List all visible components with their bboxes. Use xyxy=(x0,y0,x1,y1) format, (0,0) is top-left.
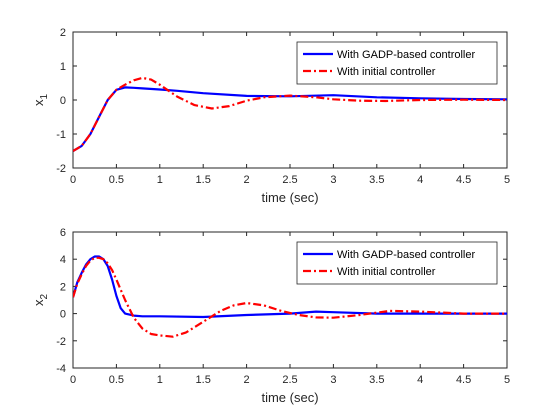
legend-entry: With GADP-based controller xyxy=(337,49,475,61)
legend-box xyxy=(296,41,498,85)
series-line-initial xyxy=(73,76,507,152)
x-tick-label: 4 xyxy=(417,174,423,186)
y-tick-label: -1 xyxy=(56,129,66,141)
legend-entry: With initial controller xyxy=(337,66,436,78)
x-tick-label: 1.5 xyxy=(196,174,211,186)
x-tick-label: 0.5 xyxy=(109,174,124,186)
series-line-initial xyxy=(73,256,507,338)
y-tick-label: -4 xyxy=(56,363,66,375)
y-tick-label: 2 xyxy=(60,27,66,39)
x-tick-label: 3 xyxy=(330,374,336,386)
x-tick-label: 3 xyxy=(330,174,336,186)
y-axis-label-main: x xyxy=(31,299,46,306)
x-tick-label: 0 xyxy=(70,174,76,186)
x-tick-label: 4.5 xyxy=(456,374,471,386)
y-axis-label-main: x xyxy=(31,99,46,106)
x-axis-label: time (sec) xyxy=(261,390,318,405)
x-tick-label: 5 xyxy=(504,374,510,386)
legend-entry: With initial controller xyxy=(337,266,436,278)
x-tick-label: 2.5 xyxy=(282,374,297,386)
x-tick-label: 0 xyxy=(70,374,76,386)
y-axis-label: x2 xyxy=(31,294,50,307)
x-tick-label: 2.5 xyxy=(282,174,297,186)
series-line-gadp xyxy=(73,255,507,319)
y-axis-label: x1 xyxy=(31,94,50,107)
legend-entry: With GADP-based controller xyxy=(337,249,475,261)
y-axis-label-subscript: 2 xyxy=(39,294,50,300)
y-tick-label: -2 xyxy=(56,163,66,175)
x-tick-label: 5 xyxy=(504,174,510,186)
subplot-x2: 0 0.5 1 1.5 2 2.5 3 3.5 4 4.5 5 -4 -2 0 2 4 6 time (sec) x… xyxy=(31,227,510,405)
y-tick-label: 6 xyxy=(60,227,66,239)
x-tick-label: 2 xyxy=(244,174,250,186)
x-tick-label: 2 xyxy=(244,374,250,386)
y-tick-label: 0 xyxy=(60,95,66,107)
y-tick-label: 2 xyxy=(60,281,66,293)
y-tick-label: -2 xyxy=(56,336,66,348)
y-tick-label: 0 xyxy=(60,309,66,321)
x-tick-label: 4.5 xyxy=(456,174,471,186)
legend: With GADP-based controller With initial c… xyxy=(296,41,498,85)
x-tick-label: 4 xyxy=(417,374,423,386)
x-tick-label: 0.5 xyxy=(109,374,124,386)
y-tick-label: 4 xyxy=(60,254,66,266)
x-tick-label: 1 xyxy=(157,374,163,386)
x-tick-label: 3.5 xyxy=(369,374,384,386)
x-axis-label: time (sec) xyxy=(261,190,318,205)
legend-box xyxy=(296,241,498,285)
y-axis-label-subscript: 1 xyxy=(39,94,50,100)
legend: With GADP-based controller With initial c… xyxy=(296,241,498,285)
x-tick-label: 1 xyxy=(157,174,163,186)
x-tick-label: 1.5 xyxy=(196,374,211,386)
x-tick-label: 3.5 xyxy=(369,174,384,186)
y-tick-label: 1 xyxy=(60,61,66,73)
